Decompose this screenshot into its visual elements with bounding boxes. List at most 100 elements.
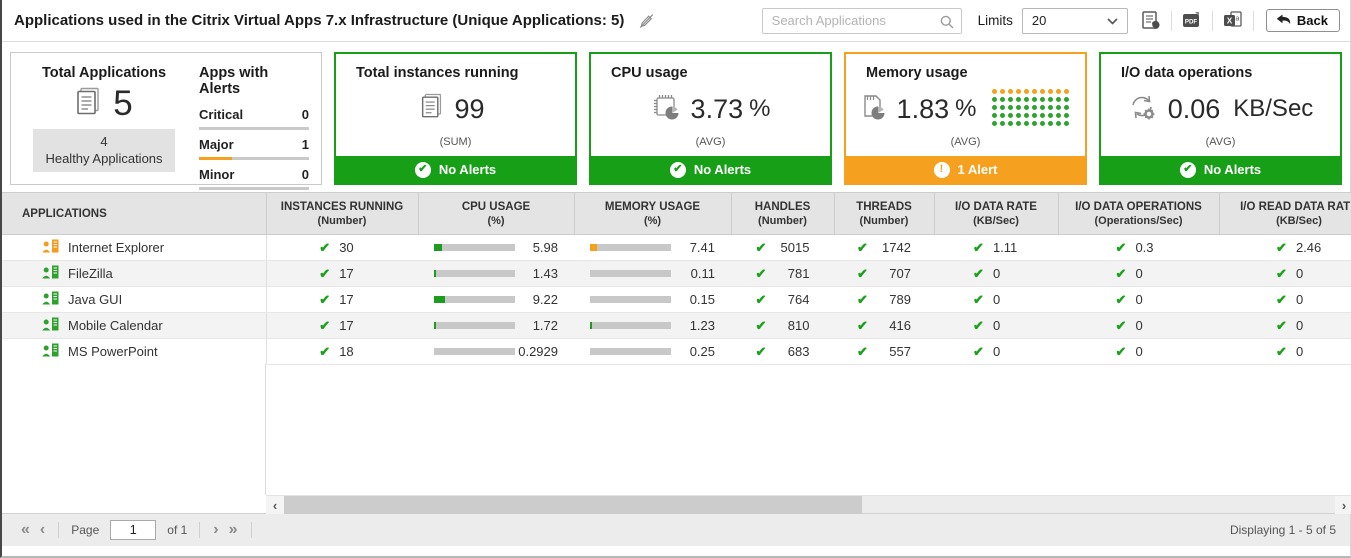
- metric-unit: %: [955, 95, 977, 122]
- instances-value: 17: [339, 318, 354, 333]
- total-instances-card: Total instances running 99 (SUM) ✔ No Al…: [334, 52, 577, 185]
- table-row[interactable]: Internet Explorer ✔ 30 5.98 7.41 ✔ 5015 ✔ 1…: [2, 234, 1351, 261]
- column-header-io-data-operations[interactable]: I/O DATA OPERATIONS (Operations/Sec): [1058, 192, 1220, 235]
- column-header-cpu-usage[interactable]: CPU USAGE (%): [418, 192, 575, 235]
- search-icon[interactable]: [940, 15, 954, 34]
- healthy-dot: [1024, 113, 1030, 118]
- horizontal-scrollbar[interactable]: ‹ ›: [266, 495, 1351, 514]
- column-header-io-read-data-rate[interactable]: I/O READ DATA RATE (KB/Sec): [1219, 192, 1351, 235]
- column-header-instances-running[interactable]: INSTANCES RUNNING (Number): [266, 192, 419, 235]
- healthy-dot: [1064, 97, 1070, 102]
- status-check-icon: ✔: [1115, 265, 1127, 281]
- io-data-rate-value: 1.11: [992, 240, 1018, 255]
- status-check-icon: ✔: [1115, 343, 1127, 359]
- scrollbar-thumb[interactable]: [284, 496, 862, 514]
- healthy-dot: [1048, 105, 1054, 110]
- alert-severity-label: Minor: [199, 167, 235, 182]
- status-check-icon: ✔: [755, 265, 767, 281]
- divider: [250, 522, 252, 538]
- metric-title: I/O data operations: [1121, 65, 1253, 81]
- alert-dot: [1008, 89, 1014, 94]
- metric-value: 0.06: [1167, 93, 1221, 124]
- status-check-icon: ✔: [1115, 239, 1127, 255]
- previous-page-button[interactable]: ‹: [39, 521, 46, 538]
- column-header-io-data-rate[interactable]: I/O DATA RATE (KB/Sec): [934, 192, 1059, 235]
- cpu-usage-bar: [434, 244, 515, 251]
- report-export-icon[interactable]: [1138, 9, 1164, 33]
- io-operations-icon: [1128, 92, 1158, 127]
- alert-dot: [992, 89, 998, 94]
- last-page-button[interactable]: »: [228, 521, 238, 538]
- alert-severity-label: Critical: [199, 107, 244, 122]
- table-row[interactable]: MS PowerPoint ✔ 18 0.2929 0.25 ✔ 683 ✔ 557 …: [2, 338, 1351, 365]
- alert-severity-label: Major: [199, 137, 234, 152]
- healthy-dot: [1032, 105, 1038, 110]
- column-header-handles[interactable]: HANDLES (Number): [731, 192, 835, 235]
- chevron-down-icon: [1107, 13, 1118, 28]
- divider: [58, 522, 60, 538]
- status-text: No Alerts: [693, 162, 752, 177]
- status-check-icon: ✔: [1276, 317, 1287, 333]
- table-row[interactable]: Java GUI ✔ 17 9.22 0.15 ✔ 764 ✔ 789 ✔ 0 ✔ 0 ✔…: [2, 286, 1351, 313]
- limits-select[interactable]: 20: [1021, 7, 1128, 34]
- io-data-operations-value: 0.3: [1135, 240, 1154, 255]
- alert-dot: [1040, 89, 1046, 94]
- memory-usage-bar: [590, 244, 671, 251]
- status-check-icon: ✔: [319, 265, 331, 281]
- status-check-icon: ✔: [1276, 343, 1287, 359]
- pdf-export-icon[interactable]: PDF: [1179, 9, 1205, 33]
- memory-usage-value: 0.11: [690, 266, 715, 281]
- cpu-usage-bar: [434, 348, 515, 355]
- healthy-dot: [1016, 105, 1022, 110]
- summary-cards-row: Total Applications 5 4 Healthy Applicati…: [2, 42, 1350, 192]
- page-number-input[interactable]: [110, 520, 157, 540]
- check-circle-icon: ✔: [414, 161, 431, 178]
- divider: [1170, 10, 1172, 31]
- alert-dot: [1032, 89, 1038, 94]
- search-input[interactable]: [762, 8, 961, 33]
- healthy-dot: [1048, 121, 1054, 126]
- application-icon: [42, 265, 59, 282]
- alert-dot: [1024, 89, 1030, 94]
- application-icon: [42, 239, 59, 256]
- status-check-icon: ✔: [857, 265, 868, 281]
- edit-disabled-icon: [638, 13, 655, 29]
- healthy-dot: [1008, 97, 1014, 102]
- table-row[interactable]: FileZilla ✔ 17 1.43 0.11 ✔ 781 ✔ 707 ✔ 0 ✔ 0 …: [2, 260, 1351, 287]
- applications-table: APPLICATIONS INSTANCES RUNNING (Number) C…: [2, 192, 1351, 495]
- io-read-data-rate-value: 0: [1295, 344, 1304, 359]
- first-page-button[interactable]: «: [21, 521, 30, 538]
- column-header-memory-usage[interactable]: MEMORY USAGE (%): [574, 192, 732, 235]
- io-data-rate-value: 0: [992, 318, 1001, 333]
- back-button[interactable]: Back: [1265, 9, 1340, 32]
- scroll-right-arrow[interactable]: ›: [1335, 496, 1351, 514]
- healthy-dot: [1000, 113, 1006, 118]
- healthy-dot: [1040, 121, 1046, 126]
- healthy-dot: [1040, 105, 1046, 110]
- status-strip: ✔ No Alerts: [1101, 156, 1340, 183]
- page-title: Applications used in the Citrix Virtual …: [14, 12, 625, 29]
- next-page-button[interactable]: ›: [213, 521, 219, 538]
- cpu-usage-card: CPU usage: [589, 52, 832, 185]
- healthy-dot: [1064, 121, 1070, 126]
- application-name: FileZilla: [68, 266, 113, 281]
- healthy-dot: [1032, 97, 1038, 102]
- table-row[interactable]: Mobile Calendar ✔ 17 1.72 1.23 ✔ 810 ✔ 416 …: [2, 312, 1351, 339]
- status-check-icon: ✔: [857, 291, 868, 307]
- alert-dot: [1048, 89, 1054, 94]
- healthy-dot: [992, 121, 998, 126]
- column-header-threads[interactable]: THREADS (Number): [834, 192, 935, 235]
- metric-aggregation: (AVG): [1205, 136, 1236, 148]
- io-data-operations-value: 0: [1135, 318, 1143, 333]
- status-check-icon: ✔: [857, 343, 868, 359]
- threads-value: 707: [889, 266, 911, 281]
- column-header-applications[interactable]: APPLICATIONS: [2, 192, 267, 235]
- check-circle-icon: ✔: [1179, 161, 1196, 178]
- healthy-dot: [992, 113, 998, 118]
- scroll-left-arrow[interactable]: ‹: [266, 496, 284, 514]
- cpu-usage-bar: [434, 270, 515, 277]
- status-check-icon: ✔: [319, 239, 331, 255]
- memory-usage-value: 7.41: [689, 240, 715, 255]
- instances-value: 17: [339, 266, 354, 281]
